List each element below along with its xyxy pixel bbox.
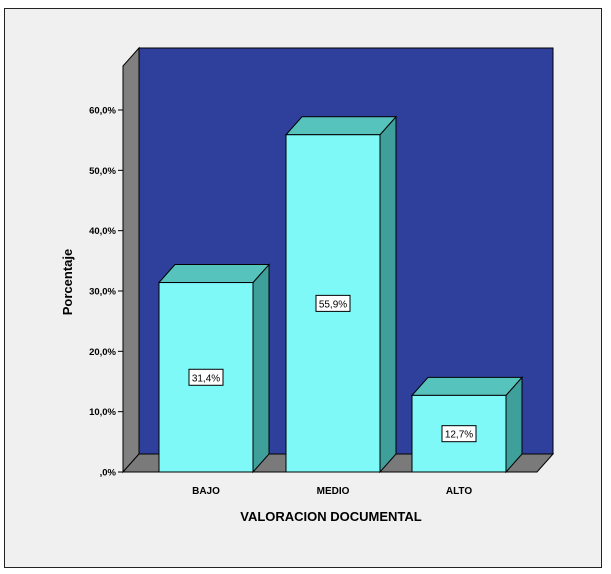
y-tick-label: 20,0% (89, 347, 116, 358)
y-tick-label: 30,0% (89, 287, 116, 298)
x-tick-label: BAJO (192, 486, 220, 497)
data-label-box (441, 425, 477, 443)
y-axis-title: Porcentaje (60, 249, 75, 315)
data-label: 12,7% (445, 430, 473, 441)
y-tick-label: 10,0% (89, 407, 116, 418)
y-tick-label: 40,0% (89, 226, 116, 237)
data-label: 31,4% (192, 373, 220, 384)
data-label-box (188, 368, 224, 386)
x-tick-label: MEDIO (317, 486, 350, 497)
plot-side-wall (122, 46, 140, 474)
bar-top (284, 116, 398, 136)
bar-side (379, 115, 397, 474)
bar-top (410, 376, 524, 396)
x-tick-label: ALTO (446, 486, 473, 497)
data-label: 55,9% (319, 299, 347, 310)
y-tick-label: ,0% (100, 468, 117, 479)
x-axis-title: VALORACION DOCUMENTAL (240, 509, 422, 524)
bar-top (157, 264, 271, 284)
bar-side (252, 263, 270, 474)
y-tick-label: 50,0% (89, 166, 116, 177)
data-label-box (315, 294, 351, 312)
y-tick-label: 60,0% (89, 106, 116, 117)
